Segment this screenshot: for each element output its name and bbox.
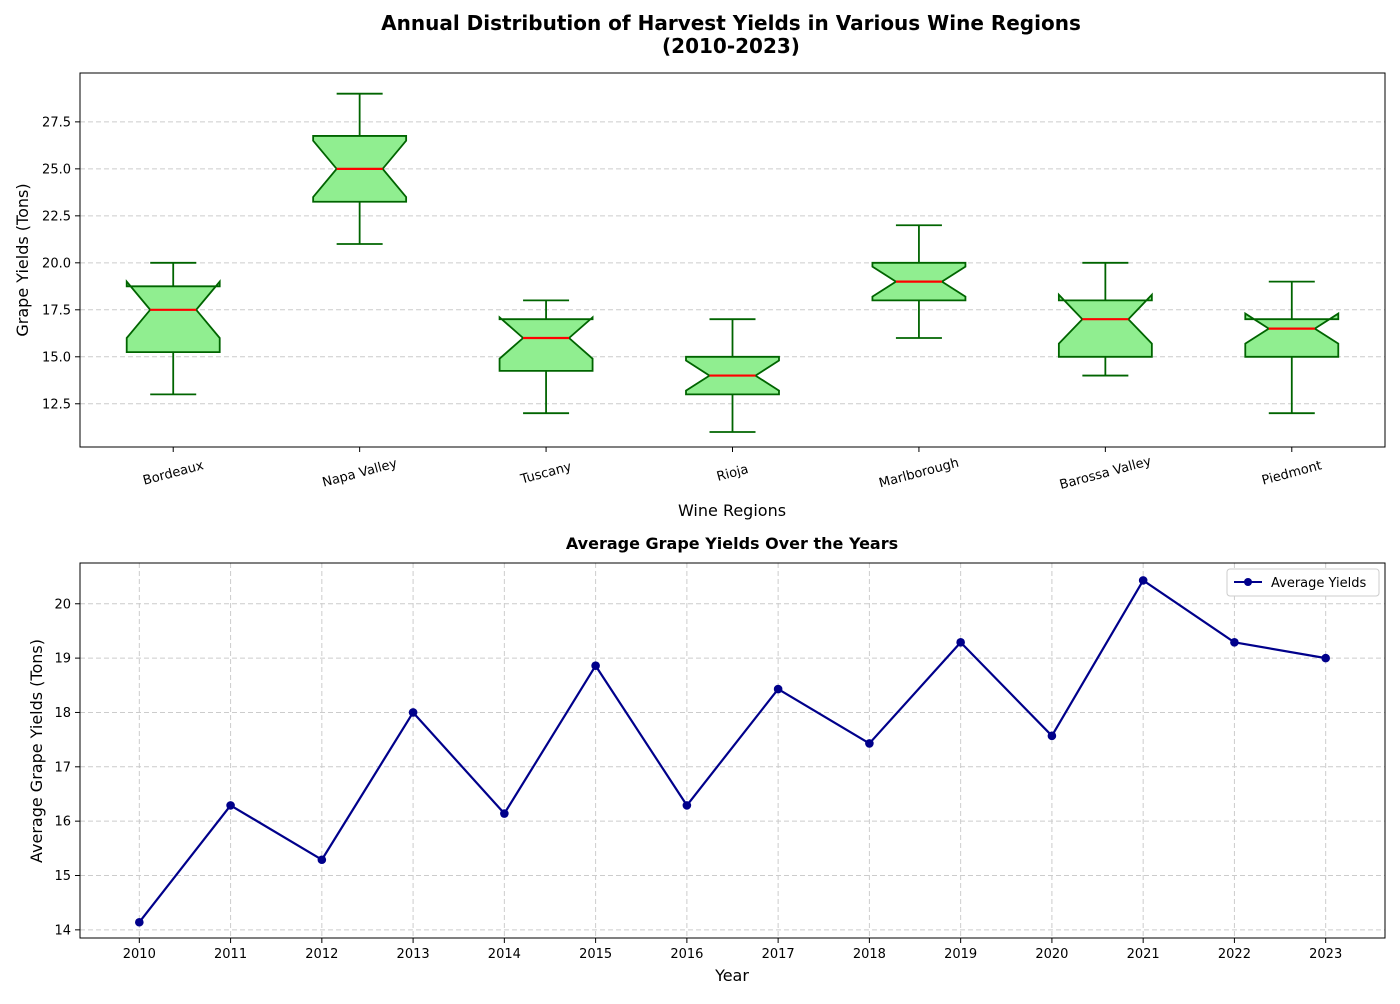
boxplot-y-tick-label: 25.0 — [42, 162, 71, 177]
line-y-tick-label: 19 — [54, 652, 71, 667]
line-data-point — [1138, 576, 1148, 585]
line-data-point — [500, 809, 509, 818]
figure-title-line2: (2010-2023) — [662, 34, 800, 58]
line-data-point — [408, 708, 418, 717]
line-data-point — [135, 917, 144, 927]
line-x-tick-label: 2021 — [1127, 947, 1160, 962]
line-x-tick-label: 2023 — [1309, 947, 1342, 962]
line-x-tick-label: 2011 — [214, 947, 247, 962]
box-group — [312, 92, 408, 245]
box-body — [498, 315, 594, 372]
boxplot-x-axis-label: Wine Regions — [678, 501, 786, 520]
line-x-tick-label: 2020 — [1035, 947, 1068, 962]
line-y-tick-label: 15 — [54, 869, 71, 884]
line-data-point — [865, 739, 874, 748]
box-body — [1057, 292, 1153, 358]
line-y-tick-label: 14 — [54, 923, 71, 938]
line-x-tick-label: 2014 — [488, 947, 521, 962]
box-group — [1057, 261, 1153, 377]
line-x-tick-label: 2019 — [944, 947, 977, 962]
boxplot-boxes — [125, 92, 1340, 433]
line-data-point — [226, 801, 235, 810]
boxplot-x-tick-label: Piedmont — [1260, 458, 1323, 488]
boxplot-y-axis-label: Grape Yields (Tons) — [13, 183, 32, 336]
boxplot-y-tick-label: 22.5 — [42, 209, 71, 224]
legend-marker-swatch — [1244, 578, 1252, 586]
line-data-point — [1321, 653, 1330, 663]
line-x-tick-label: 2012 — [305, 947, 338, 962]
line-series-path — [138, 579, 1326, 923]
box-group — [871, 224, 967, 339]
boxplot-x-tick-label: Barossa Valley — [1058, 454, 1153, 493]
line-data-point — [1230, 638, 1239, 647]
line-x-axis-label: Year — [714, 966, 749, 985]
boxplot-y-tick-label: 27.5 — [42, 115, 71, 130]
line-x-tick-label: 2017 — [762, 947, 795, 962]
line-x-tick-label: 2013 — [397, 947, 430, 962]
line-y-tick-label: 20 — [54, 597, 71, 612]
box-group — [1244, 280, 1340, 415]
line-data-point — [956, 638, 965, 647]
boxplot-x-tick-label: Bordeaux — [141, 458, 205, 489]
line-data-point — [591, 661, 600, 671]
line-y-tick-label: 18 — [54, 706, 71, 721]
line-legend: Average Yields — [1226, 568, 1380, 597]
boxplot-y-tick-label: 20.0 — [42, 256, 71, 271]
line-x-ticks: 2010 2011 2012 2013 2014 2015 2016 2017 2018 2019… — [123, 938, 1342, 962]
boxplot-y-tick-label: 12.5 — [42, 397, 71, 412]
legend-frame — [1226, 568, 1380, 597]
boxplot-y-ticks: 12.5 15.0 17.5 20.0 22.5 25.0 27.5 — [42, 115, 80, 412]
line-y-ticks: 14 15 16 17 18 19 20 — [54, 597, 80, 938]
line-data-point — [773, 684, 783, 694]
boxplot-y-tick-label: 17.5 — [42, 303, 71, 318]
box-body — [1244, 311, 1340, 358]
line-x-tick-label: 2018 — [853, 947, 886, 962]
box-group — [685, 318, 780, 433]
line-x-tick-label: 2016 — [670, 947, 703, 962]
line-series — [135, 576, 1330, 927]
line-y-tick-label: 16 — [54, 815, 71, 830]
boxplot-panel: 12.5 15.0 17.5 20.0 22.5 25.0 27.5 Bordeaux Nap… — [13, 72, 1386, 520]
line-panel: Average Grape Yields Over the Years 14 15… — [27, 534, 1386, 985]
line-y-axis-label: Average Grape Yields (Tons) — [27, 639, 46, 863]
boxplot-x-tick-label: Napa Valley — [321, 456, 399, 490]
legend-label: Average Yields — [1271, 576, 1366, 591]
line-gridlines — [80, 563, 1385, 938]
line-x-tick-label: 2010 — [123, 947, 156, 962]
line-chart-title: Average Grape Yields Over the Years — [566, 534, 898, 553]
line-x-tick-label: 2022 — [1218, 947, 1251, 962]
box-body — [125, 279, 221, 353]
line-axes-frame — [79, 562, 1386, 939]
line-data-point — [682, 801, 692, 810]
boxplot-x-ticks: Bordeaux Napa Valley Tuscany Rioja Marlborou… — [141, 447, 1323, 493]
boxplot-x-tick-label: Tuscany — [518, 459, 573, 487]
boxplot-y-tick-label: 15.0 — [42, 350, 71, 365]
line-y-tick-label: 17 — [54, 760, 71, 775]
boxplot-x-tick-label: Rioja — [715, 462, 750, 485]
line-data-point — [1047, 731, 1057, 741]
line-data-point — [317, 855, 327, 865]
box-group — [498, 299, 594, 415]
line-x-tick-label: 2015 — [579, 947, 612, 962]
boxplot-x-tick-label: Marlborough — [877, 456, 960, 492]
box-group — [125, 261, 221, 396]
figure-title-line1: Annual Distribution of Harvest Yields in… — [381, 11, 1081, 35]
